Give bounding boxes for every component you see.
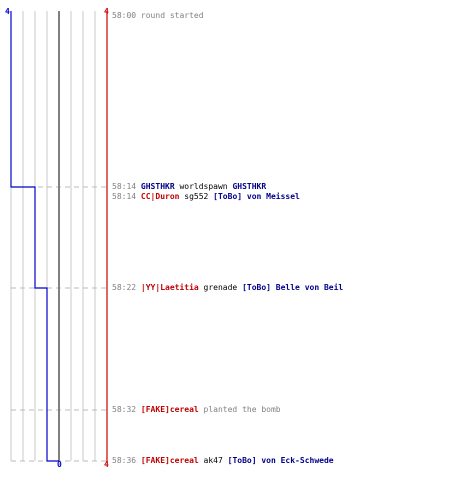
log-victim: GHSTHKR	[232, 182, 267, 191]
log-entry: 58:14 CC|Duron sg552 [ToBo] von Meissel	[112, 192, 300, 202]
log-time: 58:14	[112, 182, 137, 191]
log-weapon: ak47	[198, 456, 228, 465]
log-attacker: GHSTHKR	[140, 182, 175, 191]
log-time: 58:32	[112, 405, 137, 414]
log-entry: 58:00 round started	[112, 11, 204, 21]
log-text: planted the bomb	[198, 405, 281, 414]
red-team-end-count: 4	[104, 460, 109, 469]
log-time: 58:14	[112, 192, 137, 201]
event-markers	[11, 186, 110, 462]
log-time: 58:00	[112, 11, 137, 20]
log-attacker: |YY|Laetitia	[140, 283, 199, 292]
red-team-start-count: 4	[104, 7, 109, 16]
log-victim: [ToBo] Belle von Beil	[242, 283, 344, 292]
log-time: 58:22	[112, 283, 137, 292]
log-victim: [ToBo] von Eck-Schwede	[227, 456, 334, 465]
blue-team-start-count: 4	[5, 7, 10, 16]
blue-team-alive-line	[10, 11, 59, 462]
log-entry: 58:36 [FAKE]cereal ak47 [ToBo] von Eck-S…	[112, 456, 334, 466]
log-attacker: [FAKE]cereal	[140, 405, 199, 414]
log-text: round started	[140, 11, 204, 20]
log-weapon: grenade	[198, 283, 243, 292]
log-attacker: [FAKE]cereal	[140, 456, 199, 465]
log-entry: 58:32 [FAKE]cereal planted the bomb	[112, 405, 281, 415]
log-time: 58:36	[112, 456, 137, 465]
log-weapon: worldspawn	[174, 182, 233, 191]
log-weapon: sg552	[179, 192, 214, 201]
log-attacker: CC|Duron	[140, 192, 180, 201]
blue-team-end-count: 0	[57, 460, 62, 469]
log-entry: 58:14 GHSTHKR worldspawn GHSTHKR	[112, 182, 266, 192]
log-victim: [ToBo] von Meissel	[213, 192, 300, 201]
log-entry: 58:22 |YY|Laetitia grenade [ToBo] Belle …	[112, 283, 343, 293]
